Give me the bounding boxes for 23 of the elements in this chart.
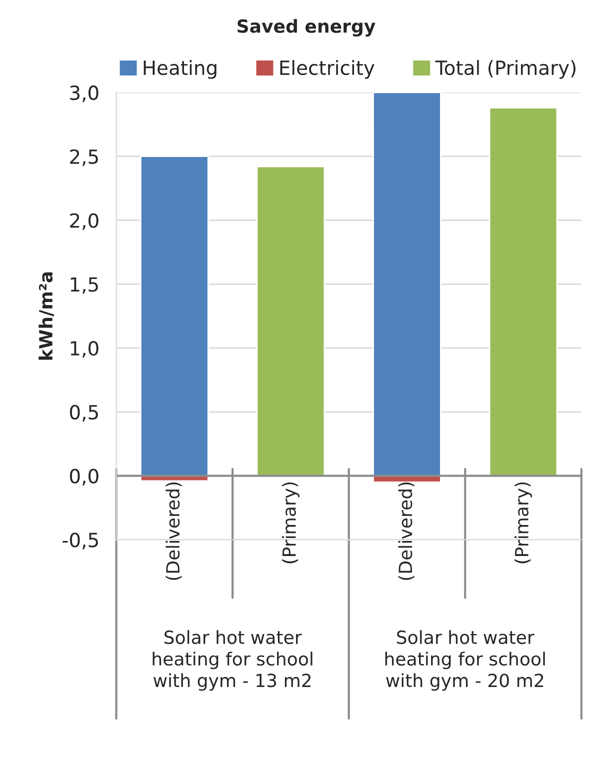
y-tick-label: 2,0 [70,213,98,230]
legend-label: Total (Primary) [435,60,576,79]
y-tick-label: 1,0 [70,340,98,358]
text: Solar hot water heating for school with gym - 20 m2 [385,630,545,691]
x-tick-label: (Primary) [514,482,532,564]
x-tick-label: (Delivered) [398,482,414,580]
bar [372,92,442,476]
y-tick-label: 0,5 [70,404,98,422]
y-tick-label: 2,5 [70,149,98,166]
text: Solar hot water heating for school with gym - 13 m2 [152,630,312,691]
legend-label: Heating [144,60,216,79]
bar [488,107,558,476]
x-tick-label: (Delivered) [166,482,182,580]
y-axis-title: kWh/m²a [38,272,54,360]
y-tick-label: 0,0 [70,468,98,486]
y-tick-label: -0,5 [62,532,98,550]
y-tick-label: 1,5 [70,277,98,294]
bar [140,156,209,476]
legend-label: Electricity [280,60,374,79]
bar [256,166,326,476]
x-tick-label: (Primary) [282,482,300,564]
chart-title: Saved energy [238,18,376,37]
y-tick-label: 3,0 [70,85,98,102]
